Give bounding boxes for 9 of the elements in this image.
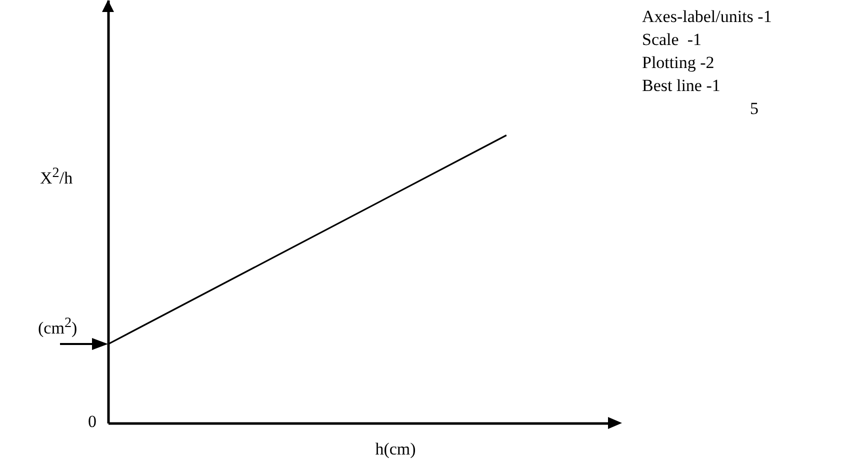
text: 5: [750, 99, 758, 118]
text: Best line -1: [642, 76, 720, 95]
y-axis-title: X$^{2}$/h: [40, 165, 73, 188]
x-axis-title: h(cm): [375, 440, 416, 458]
text: Plotting -2: [642, 53, 714, 72]
text: Axes-label/units -1: [642, 7, 772, 26]
text: Scale -1: [642, 30, 702, 49]
text: (cm$^{2}$): [38, 315, 78, 338]
text: 0: [88, 412, 96, 431]
